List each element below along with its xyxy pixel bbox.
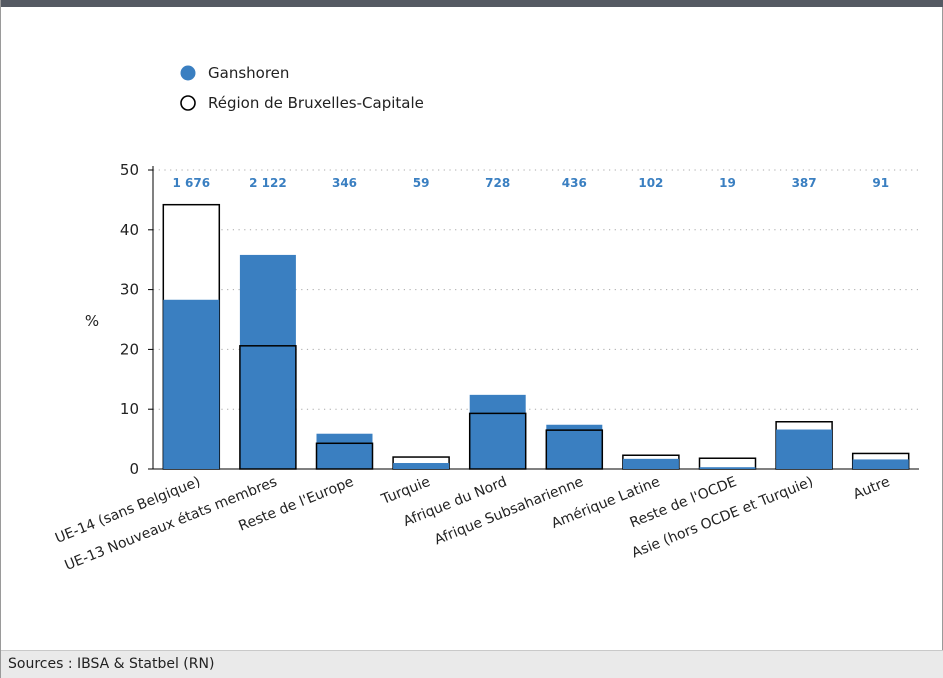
count-label: 59 (413, 176, 430, 190)
bar-region (468, 412, 527, 470)
count-label: 346 (332, 176, 357, 190)
y-tick-label: 20 (120, 340, 139, 358)
bar-ganshoren (316, 433, 373, 469)
bars (162, 203, 910, 470)
legend-marker-region (180, 95, 196, 111)
y-tick-label: 30 (120, 281, 139, 299)
header-bar (1, 0, 943, 7)
legend-label-ganshoren: Ganshoren (208, 64, 289, 82)
y-axis-ticks: 0 10 20 30 40 50 (120, 161, 153, 478)
bar-ganshoren (546, 424, 603, 469)
count-label: 91 (872, 176, 889, 190)
bar-ganshoren (393, 463, 450, 469)
source-note: Sources : IBSA & Statbel (RN) (8, 656, 215, 672)
y-tick-label: 40 (120, 221, 139, 239)
count-labels: 1 676 2 122 346 59 728 436 102 19 387 91 (173, 176, 890, 190)
bar-ganshoren (699, 467, 756, 469)
count-label: 387 (792, 176, 817, 190)
bar-region (545, 429, 604, 470)
bar-ganshoren (852, 459, 909, 469)
x-tick-label: Turquie (378, 474, 432, 508)
count-label: 436 (562, 176, 587, 190)
bar-region (315, 442, 374, 470)
chart: Ganshoren Région de Bruxelles-Capitale %… (53, 64, 919, 574)
count-label: 2 122 (249, 176, 287, 190)
y-tick-label: 0 (129, 460, 139, 478)
y-axis-label: % (85, 312, 99, 330)
x-axis-labels: UE-14 (sans Belgique)UE-13 Nouveaux état… (53, 474, 892, 574)
count-label: 728 (485, 176, 510, 190)
legend: Ganshoren Région de Bruxelles-Capitale (180, 64, 424, 112)
legend-label-region: Région de Bruxelles-Capitale (208, 94, 424, 112)
legend-marker-ganshoren (180, 65, 196, 81)
bar-ganshoren (469, 394, 526, 469)
footer: Sources : IBSA & Statbel (RN) (1, 650, 943, 678)
x-tick-label: Autre (851, 474, 892, 503)
bar-ganshoren (776, 429, 833, 469)
y-tick-label: 50 (120, 161, 139, 179)
count-label: 102 (638, 176, 663, 190)
count-label: 19 (719, 176, 736, 190)
bar-ganshoren (239, 254, 296, 469)
count-label: 1 676 (173, 176, 211, 190)
bar-ganshoren (622, 458, 679, 469)
bar-region (239, 345, 297, 470)
y-tick-label: 10 (120, 400, 139, 418)
bar-ganshoren (163, 299, 220, 469)
